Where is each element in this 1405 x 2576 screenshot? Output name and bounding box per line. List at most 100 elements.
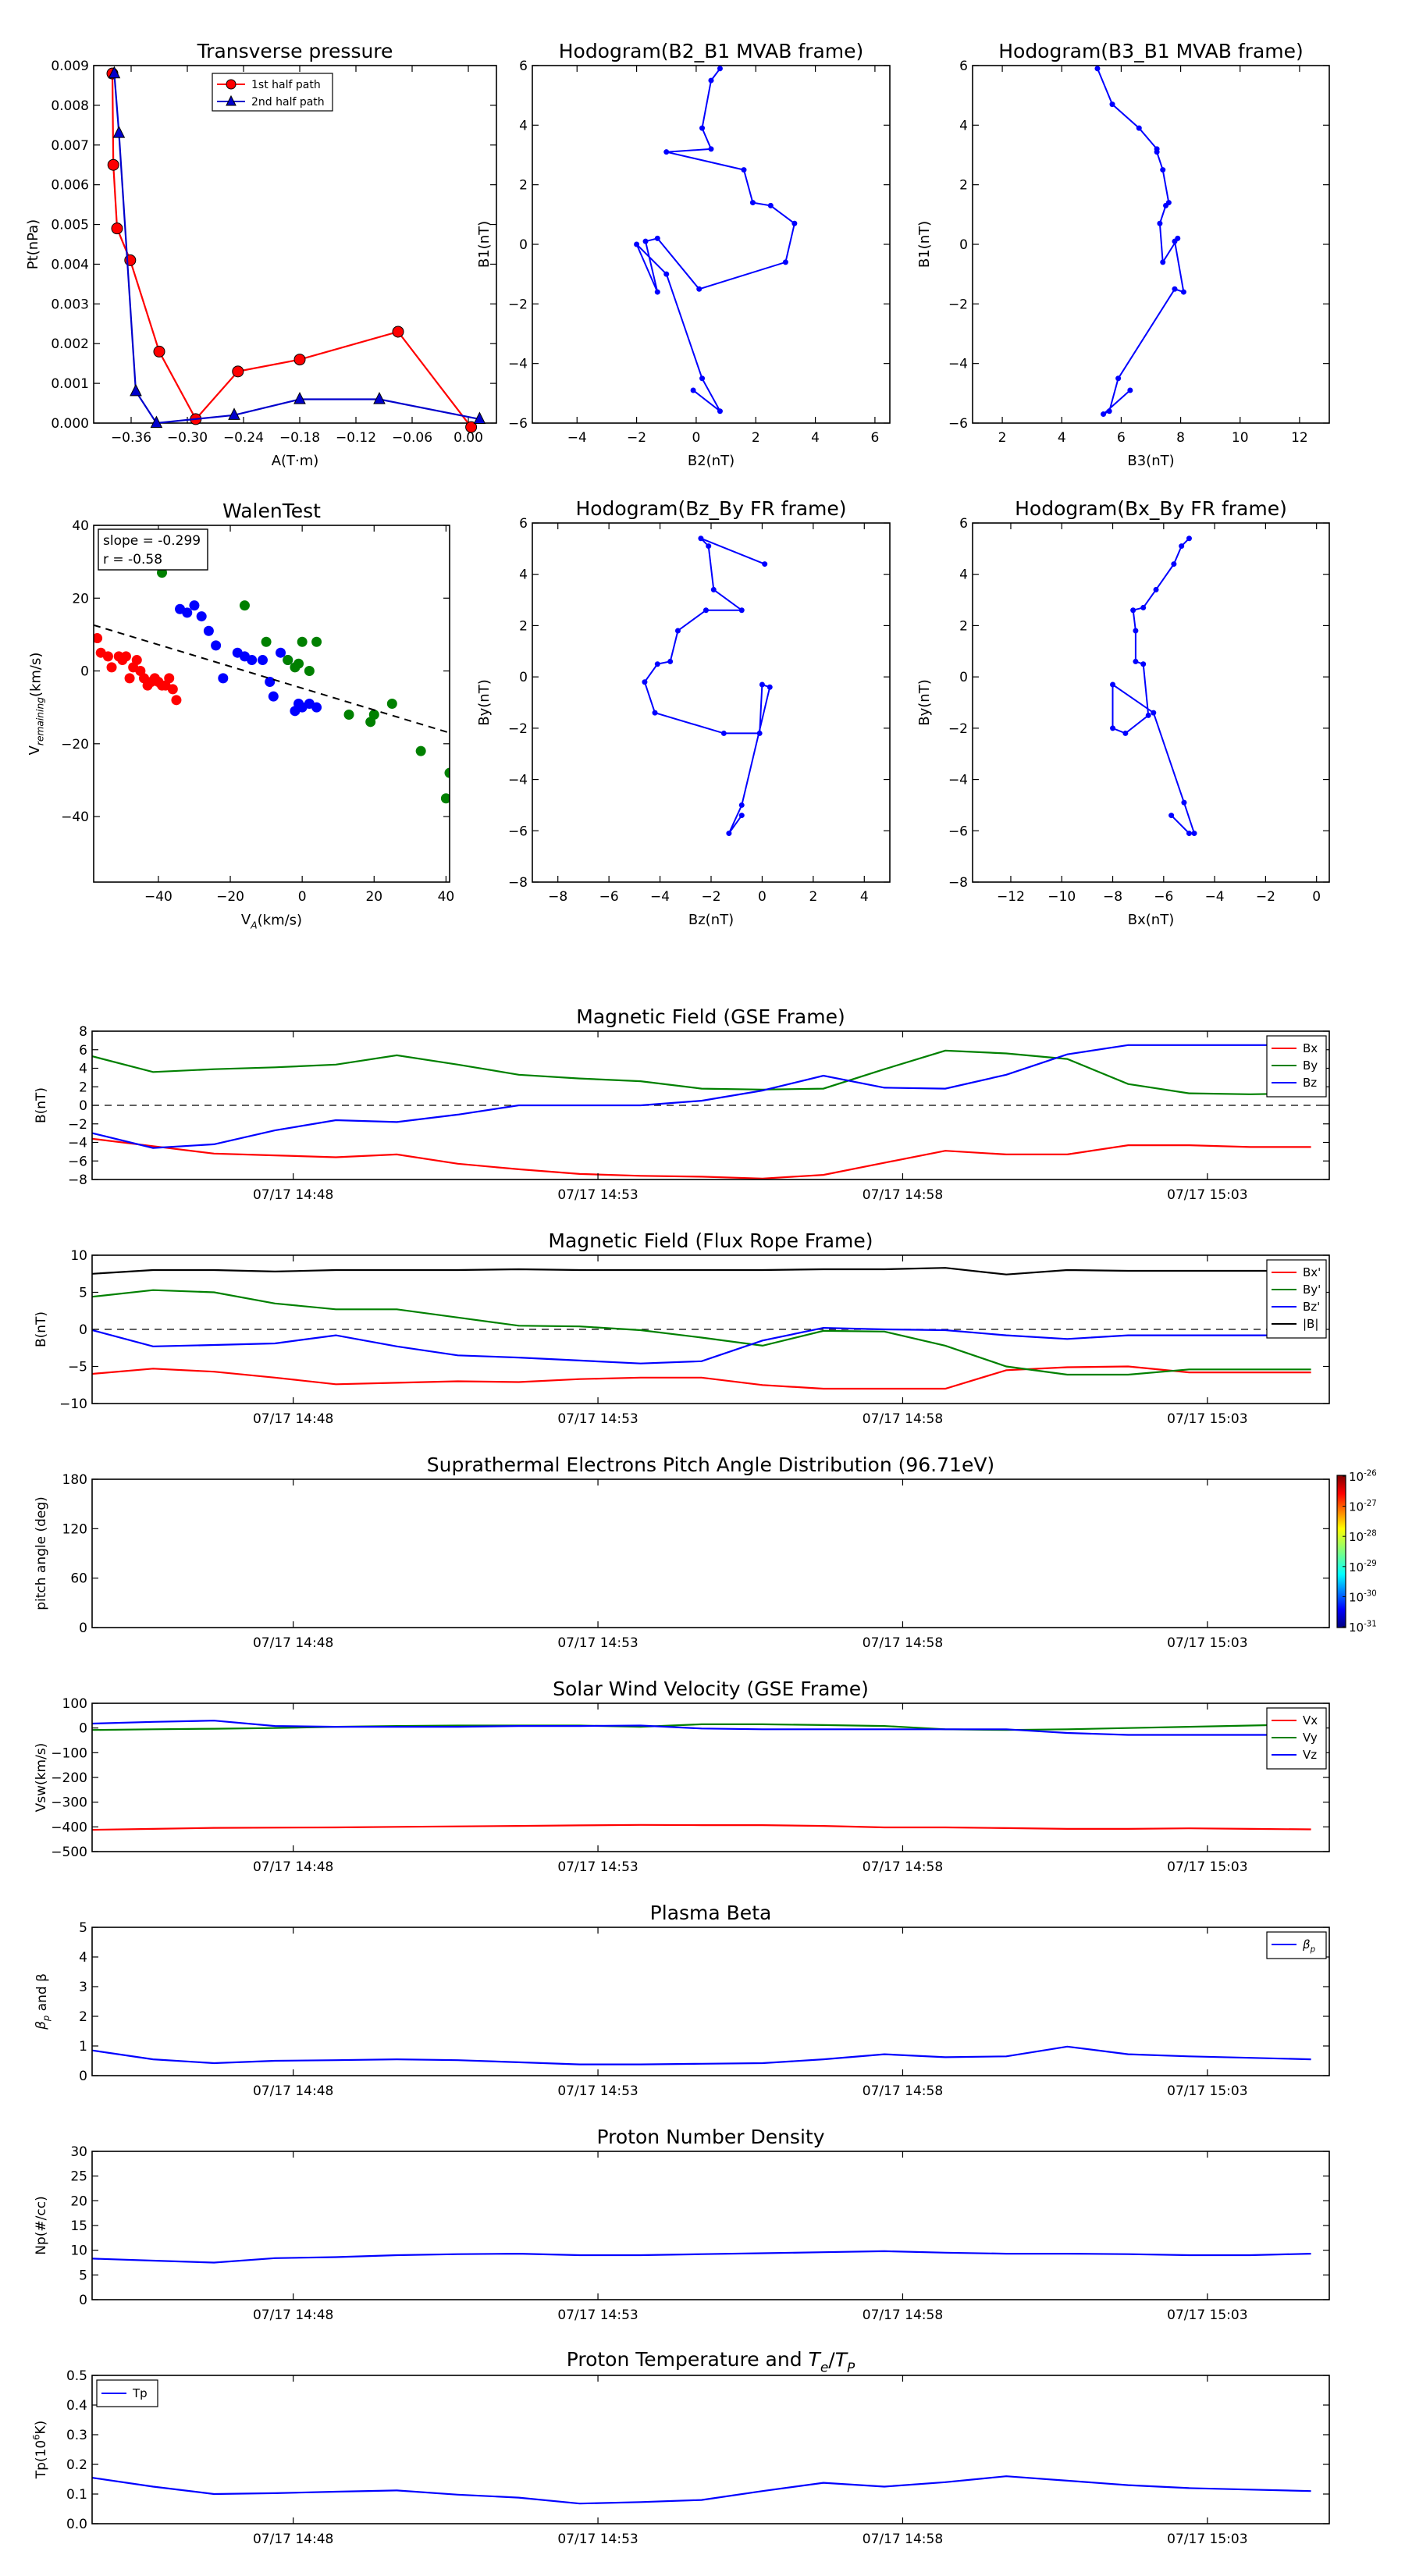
xtick-label: 4 — [1058, 430, 1066, 446]
plot-area — [92, 1044, 1329, 1179]
data-point — [1136, 125, 1142, 131]
y-axis-label: By(nT) — [476, 679, 493, 725]
ytick-label: 10 — [70, 2243, 87, 2259]
data-point — [1180, 289, 1186, 295]
ytick-label: 4 — [959, 568, 968, 583]
xtick-label: 2 — [809, 889, 817, 905]
legend-label: Tp — [132, 2386, 148, 2400]
series-line-0 — [92, 2250, 1311, 2264]
xtick-label: 4 — [811, 430, 820, 446]
time-tick-label: 07/17 14:48 — [253, 2307, 333, 2323]
data-point — [720, 730, 727, 736]
colorbar-label: 10-28 — [1349, 1529, 1377, 1544]
ytick-label: 0 — [79, 1322, 87, 1338]
data-point — [1130, 607, 1136, 614]
chart-title: Transverse pressure — [197, 40, 393, 62]
series-line-Vx — [92, 1823, 1311, 1831]
plot-area — [92, 1720, 1311, 1831]
data-point — [1153, 586, 1159, 592]
ytick-label: 0 — [79, 2069, 87, 2084]
colorbar — [1336, 1475, 1346, 1628]
ytick-label: 4 — [79, 1950, 87, 1966]
time-tick-label: 07/17 14:58 — [863, 2307, 943, 2323]
xtick-label: −8 — [548, 889, 567, 905]
series-line — [113, 73, 480, 425]
ytick-label: 6 — [519, 59, 528, 74]
xtick-label: −0.12 — [336, 430, 376, 446]
data-point — [265, 677, 276, 688]
plot-area — [92, 2250, 1311, 2264]
legend-label: 1st half path — [251, 79, 321, 91]
x-axis-label: Bx(nT) — [1128, 912, 1174, 928]
data-point — [164, 673, 175, 684]
data-point — [756, 730, 763, 736]
ytick-label: −2 — [948, 297, 968, 312]
ytick-label: 60 — [70, 1571, 87, 1587]
data-point — [293, 658, 304, 669]
xtick-label: −2 — [627, 430, 646, 446]
time-tick-label: 07/17 14:53 — [557, 1187, 638, 1203]
ytick-label: −6 — [68, 1154, 87, 1169]
time-tick-label: 07/17 14:53 — [557, 1859, 638, 1875]
data-point — [782, 259, 788, 265]
data-point — [247, 655, 258, 666]
plot-frame — [91, 2375, 1330, 2524]
ytick-label: 100 — [62, 1696, 87, 1712]
chart-magnetic-field-gse: Magnetic Field (GSE Frame) −8 −6 −4 −2 0 2 4 6 8 0… — [34, 1005, 1330, 1203]
plot-frame — [532, 65, 891, 424]
data-point — [1160, 259, 1166, 265]
data-point — [94, 633, 103, 644]
legend-label: By' — [1303, 1283, 1321, 1297]
xtick-label: 0 — [1312, 889, 1321, 905]
plot-area — [92, 1267, 1329, 1390]
xtick-label: 2 — [752, 430, 760, 446]
chart-hodogram-bz-by: Hodogram(Bz_By FR frame) −8 −6 −4 −2 0 2 4 −8 −6 −… — [476, 497, 891, 928]
plot-frame — [91, 1478, 1330, 1628]
ytick-label: 4 — [519, 118, 528, 133]
ytick-label: 0.008 — [51, 98, 89, 114]
data-point — [642, 679, 648, 685]
plot-frame — [91, 1927, 1330, 2076]
data-point — [189, 600, 200, 611]
xtick-label: −4 — [650, 889, 670, 905]
data-point — [1094, 66, 1101, 72]
data-point — [634, 241, 640, 247]
y-axis-label: Np(#/cc) — [34, 2196, 49, 2254]
data-point — [1186, 535, 1192, 542]
data-point — [717, 408, 723, 415]
x-axis-label: B3(nT) — [1127, 453, 1174, 469]
ytick-label: 0.5 — [66, 2368, 87, 2384]
plot-frame — [972, 65, 1330, 424]
data-point — [108, 66, 121, 79]
ytick-label: −2 — [948, 721, 968, 737]
data-point — [1127, 387, 1133, 393]
xtick-label: −0.06 — [392, 430, 432, 446]
xtick-label: 0 — [298, 889, 307, 905]
series-line — [1112, 537, 1196, 834]
ytick-label: −300 — [51, 1795, 87, 1811]
xtick-label: −20 — [216, 889, 244, 905]
chart-title: Hodogram(B2_B1 MVAB frame) — [559, 40, 864, 62]
data-point — [1140, 661, 1147, 667]
ytick-label: 6 — [519, 516, 528, 532]
data-point — [702, 607, 709, 614]
time-tick-label: 07/17 15:03 — [1167, 2532, 1247, 2547]
data-point — [674, 628, 681, 634]
data-point — [738, 813, 745, 819]
xtick-label: −40 — [144, 889, 173, 905]
colorbar-label: 10-27 — [1349, 1500, 1377, 1514]
data-point — [1157, 220, 1163, 226]
xtick-label: 6 — [1117, 430, 1126, 446]
scatter-series-0 — [94, 633, 182, 706]
plot-frame — [91, 2151, 1330, 2300]
colorbar-label: 10-29 — [1349, 1560, 1377, 1574]
data-point — [111, 222, 123, 235]
ytick-label: 4 — [959, 118, 968, 133]
series-line-Tp — [92, 2475, 1311, 2505]
time-tick-label: 07/17 14:53 — [557, 2083, 638, 2099]
data-point — [232, 365, 244, 378]
data-point — [130, 383, 142, 397]
data-point — [343, 709, 354, 720]
legend-label: Bz' — [1303, 1300, 1320, 1314]
